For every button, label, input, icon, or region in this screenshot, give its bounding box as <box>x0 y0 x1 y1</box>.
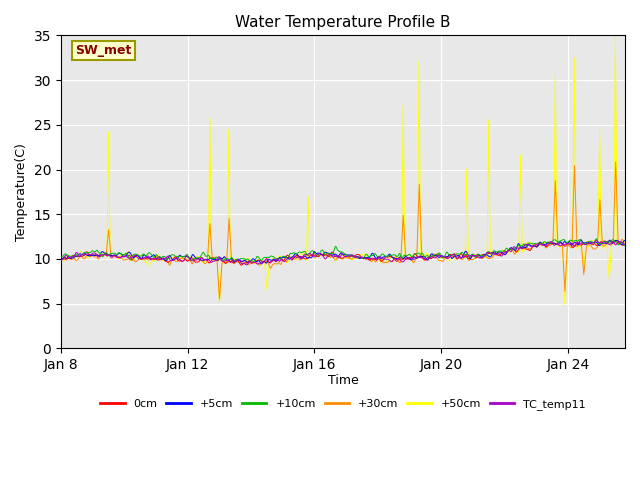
X-axis label: Time: Time <box>328 373 358 386</box>
Y-axis label: Temperature(C): Temperature(C) <box>15 143 28 241</box>
Text: SW_met: SW_met <box>75 44 131 57</box>
Legend: 0cm, +5cm, +10cm, +30cm, +50cm, TC_temp11: 0cm, +5cm, +10cm, +30cm, +50cm, TC_temp1… <box>96 395 590 414</box>
Title: Water Temperature Profile B: Water Temperature Profile B <box>236 15 451 30</box>
